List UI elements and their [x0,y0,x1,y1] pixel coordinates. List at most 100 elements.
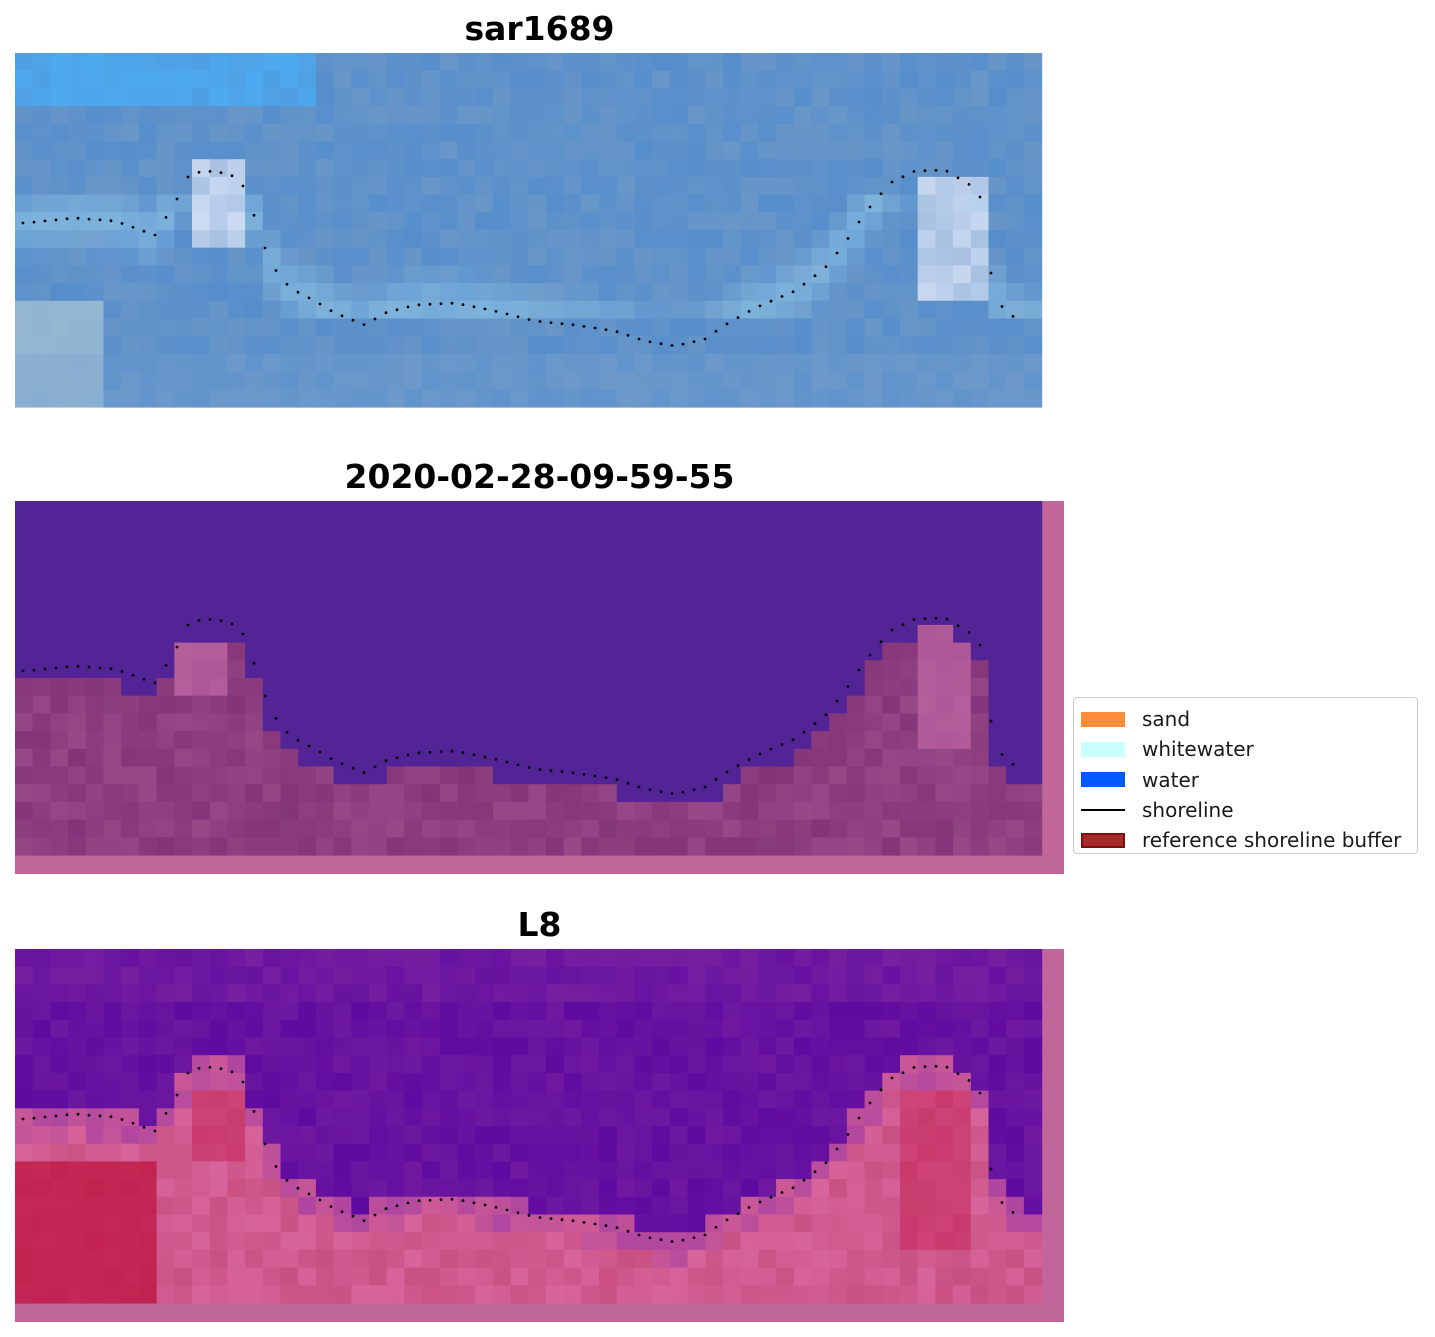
shoreline-dot [153,681,157,685]
shoreline-dot [439,750,443,754]
shoreline-dot [483,1203,487,1207]
legend-swatch-shoreline [1081,809,1125,812]
shoreline-dot [659,342,663,346]
shoreline-dot [835,251,839,255]
shoreline-dot [21,669,25,673]
shoreline-dot [351,766,355,770]
shoreline-dot [1000,753,1004,756]
shoreline-dot [43,1115,47,1119]
legend-item-water: water [1081,765,1417,795]
shoreline-dot [406,753,410,757]
shoreline-dot [560,322,564,326]
classified-image [15,501,1064,874]
shoreline-dot [395,308,399,312]
shoreline-dot [164,216,168,219]
shoreline-dot [153,1129,157,1133]
shoreline-dot [175,197,179,201]
shoreline-dot [846,685,850,688]
shoreline-dot [241,184,245,188]
shoreline-dot [461,303,465,306]
shoreline-dot [142,229,146,233]
shoreline-dot [692,1236,696,1239]
shoreline-dot [252,1109,256,1113]
shoreline-dot [252,213,256,217]
shoreline-dot [208,618,212,621]
shoreline-dot [472,753,476,757]
shoreline-dot [428,302,432,306]
shoreline-dot [131,1121,135,1125]
shoreline-dot [428,750,432,754]
shoreline-dot [384,311,388,315]
shoreline-dot [142,677,146,681]
shoreline-dot [923,617,927,621]
shoreline-dot [956,624,960,628]
shoreline-dot [395,1204,399,1208]
legend-label-shoreline: shoreline [1142,798,1234,823]
shoreline-dot [637,785,641,789]
shoreline-dot [659,1238,663,1242]
shoreline-dot [329,309,333,312]
shoreline-dot [417,303,421,307]
shoreline-dot [230,622,234,626]
shoreline-dot [197,170,201,174]
shoreline-dot [186,175,190,179]
shoreline-dot [648,1236,652,1240]
shoreline-dot [384,759,388,763]
shoreline-dot [76,216,80,220]
shoreline-dot [351,318,355,322]
shoreline-dot [472,305,476,309]
shoreline-dot [505,1208,509,1212]
shoreline-dot [615,778,619,782]
shoreline-dot [967,1079,971,1082]
shoreline-dot [945,617,949,621]
shoreline-dot [241,632,245,636]
shoreline-dot [329,757,333,760]
shoreline-dot [758,1200,762,1204]
shoreline-dot [175,645,179,649]
shoreline-dot [615,1226,619,1230]
panel-title-3: L8 [517,905,562,944]
shoreline-dot [978,1091,982,1095]
shoreline-dot [934,1064,938,1068]
shoreline-dot [989,719,993,723]
shoreline-dot [769,299,773,303]
shoreline-dot [87,1113,91,1117]
shoreline-dot [791,738,795,742]
shoreline-dot [593,1222,597,1226]
shoreline-dot [362,771,366,774]
shoreline-dot [868,653,872,657]
classified-image-panel [15,501,1064,874]
shoreline-dot [131,673,135,677]
legend-swatch-reference-buffer [1081,832,1125,848]
shoreline-dot [890,1076,894,1080]
shoreline-dot [824,1161,828,1165]
legend-label-reference-buffer: reference shoreline buffer [1142,828,1402,853]
shoreline-dot [340,762,344,766]
shoreline-dot [527,766,531,769]
shoreline-dot [571,771,575,775]
shoreline-dot [362,323,366,326]
shoreline-dot [879,1088,883,1092]
shoreline-dot [714,1225,718,1229]
shoreline-dot [1011,1210,1015,1214]
shoreline-dot [538,1216,542,1219]
shoreline-dot [604,1224,608,1227]
shoreline-dot [813,1170,817,1174]
shoreline-dot [549,1217,553,1220]
shoreline-dot [868,205,872,209]
shoreline-dot [428,1198,432,1202]
shoreline-dot [637,1233,641,1237]
shoreline-dot [802,730,806,734]
shoreline-dot [835,699,839,703]
shoreline-dot [219,619,223,623]
shoreline-dot [472,1201,476,1205]
shoreline-dot [560,770,564,774]
shoreline-dot [98,1114,102,1118]
shoreline-dot [340,314,344,318]
shoreline-dot [461,1199,465,1202]
shoreline-dot [736,764,740,767]
shoreline-dot [252,661,256,665]
shoreline-dot [582,1221,586,1224]
shoreline-dot [626,781,630,785]
shoreline-dot [1000,1201,1004,1204]
